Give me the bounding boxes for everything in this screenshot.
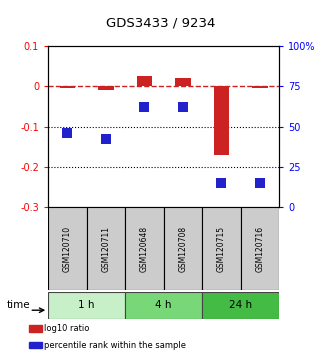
Text: GSM120711: GSM120711 <box>101 226 110 272</box>
Text: GSM120708: GSM120708 <box>178 225 187 272</box>
Bar <box>125 292 202 319</box>
Text: GSM120648: GSM120648 <box>140 225 149 272</box>
Bar <box>175 78 191 86</box>
Bar <box>48 207 87 290</box>
Bar <box>125 207 164 290</box>
Text: time: time <box>6 300 30 310</box>
Text: 1 h: 1 h <box>78 300 95 310</box>
Text: GSM120710: GSM120710 <box>63 225 72 272</box>
Point <box>180 104 186 110</box>
Bar <box>252 86 268 88</box>
Bar <box>29 325 41 332</box>
Point <box>103 137 108 142</box>
Bar <box>87 207 125 290</box>
Point <box>65 130 70 136</box>
Text: GSM120715: GSM120715 <box>217 225 226 272</box>
Text: 24 h: 24 h <box>229 300 252 310</box>
Bar <box>214 86 229 155</box>
Text: GSM120716: GSM120716 <box>256 225 265 272</box>
Bar <box>98 86 114 90</box>
Bar <box>48 292 125 319</box>
Bar <box>202 207 241 290</box>
Point <box>219 180 224 186</box>
Bar <box>137 76 152 86</box>
Bar <box>164 207 202 290</box>
Text: percentile rank within the sample: percentile rank within the sample <box>44 341 187 349</box>
Bar <box>241 207 279 290</box>
Bar <box>202 292 279 319</box>
Point <box>257 180 263 186</box>
Point <box>142 104 147 110</box>
Text: 4 h: 4 h <box>155 300 172 310</box>
Text: log10 ratio: log10 ratio <box>44 324 90 333</box>
Text: GDS3433 / 9234: GDS3433 / 9234 <box>106 17 215 29</box>
Bar <box>60 86 75 88</box>
Bar <box>29 342 41 348</box>
